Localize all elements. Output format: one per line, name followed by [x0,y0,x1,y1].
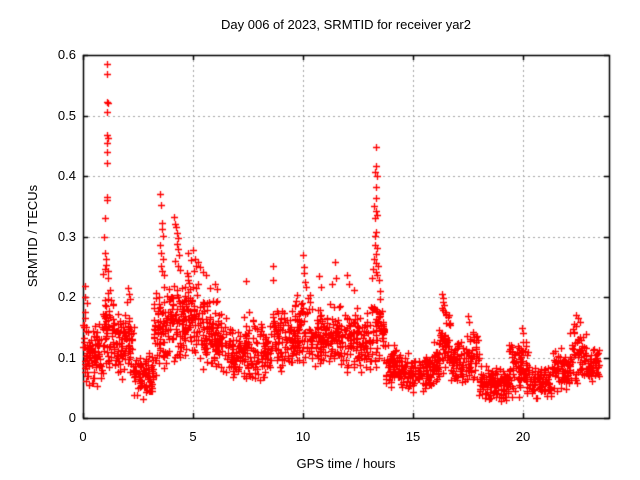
x-tick-label: 5 [189,429,197,444]
x-tick-label: 10 [295,429,311,444]
chart-title: Day 006 of 2023, SRMTID for receiver yar… [221,17,471,32]
y-tick-label: 0.6 [57,47,76,62]
x-tick-label: 15 [405,429,421,444]
y-tick-label: 0.4 [57,168,76,183]
x-tick-label: 0 [79,429,87,444]
y-tick-label: 0.5 [57,108,76,123]
x-axis-label: GPS time / hours [296,456,396,471]
y-tick-label: 0.2 [57,289,76,304]
y-tick-label: 0.1 [57,350,76,365]
y-tick-label: 0 [68,410,76,425]
x-tick-label: 20 [515,429,531,444]
y-tick-label: 0.3 [57,229,76,244]
